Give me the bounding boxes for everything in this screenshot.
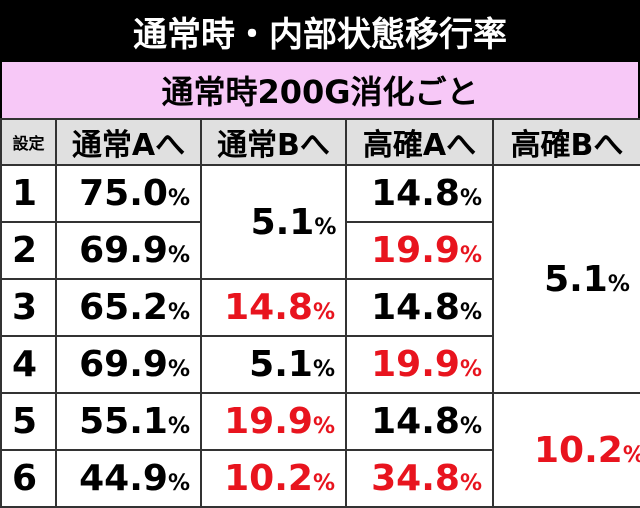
- unit: %: [312, 414, 335, 439]
- cell: 69.9%: [55, 335, 202, 394]
- setting: 6: [0, 449, 57, 508]
- title: 通常時・内部状態移行率: [0, 0, 640, 62]
- cell: 65.2%: [55, 278, 202, 337]
- row: 4 69.9% 5.1% 19.9%: [0, 335, 640, 394]
- cell: 34.8%: [345, 449, 494, 508]
- unit: %: [623, 443, 640, 468]
- unit: %: [312, 471, 335, 496]
- unit: %: [312, 357, 335, 382]
- cell: 55.1%: [55, 392, 202, 451]
- unit: %: [167, 300, 190, 325]
- row: 2 69.9% 19.9%: [0, 221, 640, 280]
- column-header: 高確Bへ: [492, 118, 640, 166]
- setting: 4: [0, 335, 57, 394]
- cell: 69.9%: [55, 221, 202, 280]
- cell: 44.9%: [55, 449, 202, 508]
- unit: %: [312, 300, 335, 325]
- unit: %: [167, 243, 190, 268]
- header-row: 設定 通常Aへ 通常Bへ 高確Aへ 高確Bへ: [0, 118, 640, 166]
- cell: 5.1%: [200, 335, 347, 394]
- unit: %: [167, 357, 190, 382]
- subtitle: 通常時200G消化ごと: [0, 62, 640, 118]
- unit: %: [459, 471, 482, 496]
- cell: 14.8%: [345, 164, 494, 223]
- row: 1 75.0% 5.1% 14.8% 5.1%: [0, 164, 640, 394]
- unit: %: [459, 186, 482, 211]
- cell: 75.0%: [55, 164, 202, 223]
- cell: 19.9%: [200, 392, 347, 451]
- column-header: 高確Aへ: [345, 118, 494, 166]
- cell: 19.9%: [345, 335, 494, 394]
- unit: %: [459, 414, 482, 439]
- setting: 1: [0, 164, 57, 223]
- cell: 5.1%: [492, 164, 640, 394]
- unit: %: [314, 214, 337, 240]
- setting: 5: [0, 392, 57, 451]
- setting: 2: [0, 221, 57, 280]
- cell: 14.8%: [345, 392, 494, 451]
- column-header: 設定: [0, 118, 57, 166]
- table: 設定 通常Aへ 通常Bへ 高確Aへ 高確Bへ 1 75.0% 5.1% 14.8…: [0, 118, 640, 508]
- column-header: 通常Aへ: [55, 118, 202, 166]
- unit: %: [459, 300, 482, 325]
- unit: %: [459, 243, 482, 268]
- unit: %: [459, 357, 482, 382]
- unit: %: [167, 414, 190, 439]
- cell: 19.9%: [345, 221, 494, 280]
- unit: %: [167, 186, 190, 211]
- cell: 14.8%: [345, 278, 494, 337]
- column-header: 通常Bへ: [200, 118, 347, 166]
- unit: %: [167, 471, 190, 496]
- cell: 5.1%: [200, 164, 347, 280]
- cell: 14.8%: [200, 278, 347, 337]
- row: 6 44.9% 10.2% 34.8%: [0, 449, 640, 508]
- cell: 10.2%: [492, 392, 640, 508]
- setting: 3: [0, 278, 57, 337]
- unit: %: [607, 271, 630, 297]
- cell: 10.2%: [200, 449, 347, 508]
- row: 5 55.1% 19.9% 14.8% 10.2%: [0, 392, 640, 508]
- row: 3 65.2% 14.8% 14.8%: [0, 278, 640, 337]
